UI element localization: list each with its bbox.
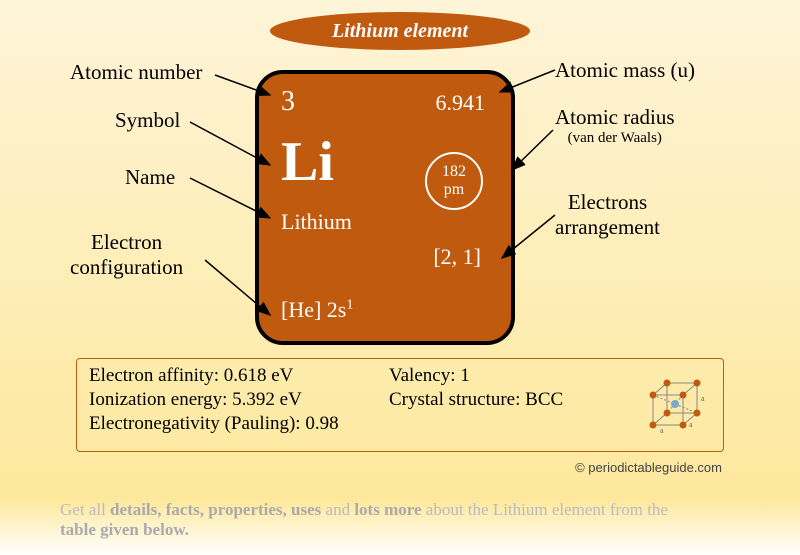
label-arrangement: Electrons arrangement [555, 190, 660, 240]
label-atomic-mass: Atomic mass (u) [555, 58, 695, 83]
footer-t1: Get all [60, 500, 110, 519]
econfig-value: [He] 2s1 [281, 297, 353, 323]
svg-text:a: a [701, 394, 705, 403]
ea-value: 0.618 eV [224, 365, 294, 386]
crystal-diagram-icon: a a a [645, 377, 715, 437]
label-econfig-l2: configuration [70, 255, 183, 279]
svg-text:a: a [660, 426, 664, 435]
footer-b1: details, facts, properties, uses [110, 500, 321, 519]
symbol-value: Li [281, 134, 334, 190]
element-tile: 3 6.941 Li 182 pm Lithium [2, 1] [He] 2s… [255, 70, 515, 345]
title-text: Lithium element [332, 20, 468, 43]
econfig-sup: 1 [346, 298, 353, 313]
cs-label: Crystal structure: [389, 389, 520, 410]
label-radius-l2: (van der Waals) [555, 130, 675, 147]
radius-unit: pm [444, 181, 464, 199]
atomic-mass-value: 6.941 [436, 90, 486, 116]
label-atomic-number: Atomic number [70, 60, 202, 85]
valency-label: Valency: [389, 365, 455, 386]
valency-value: 1 [460, 365, 470, 386]
footer-text: Get all details, facts, properties, uses… [60, 500, 740, 540]
label-radius-l1: Atomic radius [555, 105, 675, 129]
label-name: Name [125, 165, 175, 190]
radius-circle: 182 pm [425, 152, 483, 210]
en-label: Electronegativity (Pauling): [89, 413, 301, 434]
svg-text:a: a [689, 420, 693, 429]
element-name-value: Lithium [281, 209, 352, 235]
label-arrangement-l1: Electrons [568, 190, 647, 214]
footer-b3: table given below. [60, 520, 189, 539]
cs-value: BCC [525, 389, 563, 410]
footer-t3: about the Lithium element from the [422, 500, 668, 519]
en-value: 0.98 [305, 413, 338, 434]
label-symbol: Symbol [115, 108, 180, 133]
copyright-text: © periodictableguide.com [575, 460, 722, 475]
properties-box: Electron affinity: 0.618 eV Valency: 1 I… [76, 358, 724, 452]
label-econfig: Electron configuration [70, 230, 183, 280]
arrangement-value: [2, 1] [433, 244, 481, 270]
ea-label: Electron affinity: [89, 365, 219, 386]
label-radius: Atomic radius (van der Waals) [555, 105, 675, 147]
footer-t2: and [321, 500, 354, 519]
ie-value: 5.392 eV [232, 389, 302, 410]
label-arrangement-l2: arrangement [555, 215, 660, 239]
footer-b2: lots more [354, 500, 421, 519]
label-econfig-l1: Electron [91, 230, 162, 254]
atomic-number-value: 3 [281, 86, 295, 118]
ie-label: Ionization energy: [89, 389, 227, 410]
title-oval: Lithium element [270, 12, 530, 50]
radius-value: 182 [442, 163, 466, 181]
econfig-prefix: [He] 2s [281, 297, 346, 322]
